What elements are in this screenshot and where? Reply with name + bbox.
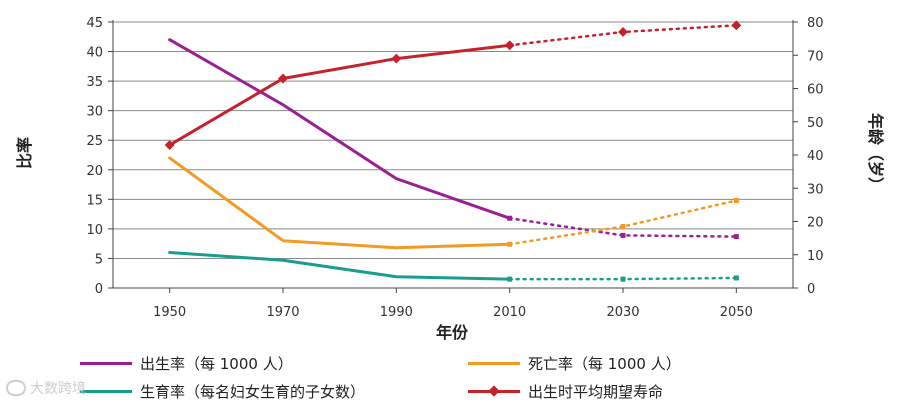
x-axis-title: 年份 (436, 323, 469, 342)
data-point-birth (507, 215, 513, 221)
series-line-life (168, 43, 512, 147)
right-axis-ticks: 0 10 20 30 40 50 60 70 80 (793, 16, 824, 297)
data-point-life (618, 27, 628, 37)
data-point-birth (733, 234, 739, 240)
data-point-fertility (507, 276, 513, 282)
left-tick-label: 0 (95, 282, 103, 297)
left-tick-label: 45 (86, 16, 103, 31)
right-tick-label: 80 (807, 16, 824, 31)
right-tick-label: 60 (807, 83, 824, 98)
series-birth (168, 38, 739, 240)
watermark-logo-icon (6, 380, 26, 396)
left-tick-label: 15 (86, 193, 103, 208)
x-tick-label: 2030 (606, 305, 639, 320)
right-tick-label: 20 (807, 216, 824, 231)
data-point-death (507, 241, 513, 247)
y-axis-right-title: 年龄（岁） (866, 113, 885, 193)
left-tick-label: 20 (86, 164, 103, 179)
left-tick-label: 30 (86, 105, 103, 120)
right-tick-label: 70 (807, 49, 824, 64)
right-tick-label: 30 (807, 182, 824, 197)
data-point-fertility (733, 275, 739, 281)
data-point-life (164, 140, 175, 150)
series-layer (164, 20, 742, 282)
right-tick-label: 40 (807, 149, 824, 164)
x-tick-label: 1950 (153, 305, 186, 320)
right-tick-label: 10 (807, 249, 824, 264)
left-axis-ticks: 0 5 10 15 20 25 30 35 40 45 (86, 16, 113, 297)
x-axis-ticks: 1950 1970 1990 2010 2030 2050 (153, 288, 753, 320)
x-tick-label: 2010 (493, 305, 526, 320)
series-fertility (168, 251, 739, 282)
y-axis-left-title: 比率 (15, 137, 34, 169)
series-line-death (168, 156, 512, 250)
right-tick-label: 50 (807, 116, 824, 131)
left-tick-label: 25 (86, 134, 103, 149)
x-tick-label: 2050 (720, 305, 753, 320)
series-line-birth (168, 38, 512, 220)
left-tick-label: 40 (86, 46, 103, 61)
data-point-life (731, 20, 742, 31)
series-death (168, 156, 739, 250)
data-point-life (504, 40, 515, 51)
left-tick-label: 5 (95, 252, 103, 267)
data-point-death (733, 198, 739, 204)
right-tick-label: 0 (807, 282, 815, 297)
watermark: 大数跨境 (6, 378, 86, 398)
left-tick-label: 10 (86, 223, 103, 238)
left-tick-label: 35 (86, 75, 103, 90)
data-point-life (391, 53, 402, 64)
data-point-birth (620, 232, 626, 238)
series-life (164, 20, 742, 150)
data-point-death (620, 224, 626, 230)
x-tick-label: 1990 (380, 305, 413, 320)
data-point-fertility (620, 276, 626, 282)
gridlines (112, 20, 794, 289)
watermark-text: 大数跨境 (30, 381, 86, 397)
x-tick-label: 1970 (266, 305, 299, 320)
series-line-fertility (168, 251, 512, 281)
